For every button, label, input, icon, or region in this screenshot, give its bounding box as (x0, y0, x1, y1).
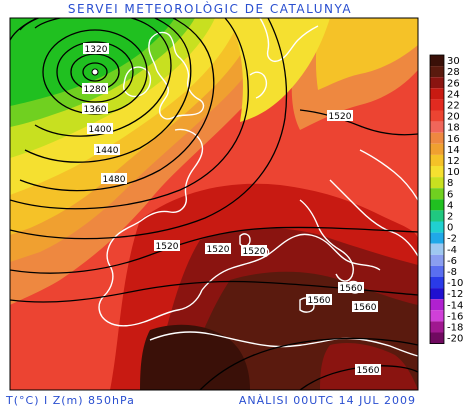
legend-swatch (430, 332, 444, 344)
legend-swatch (430, 288, 444, 300)
legend-label: 24 (447, 89, 460, 100)
legend-swatch (430, 66, 444, 78)
legend-swatch (430, 99, 444, 111)
legend-swatch (430, 299, 444, 311)
legend-swatch (430, 166, 444, 178)
legend-label: 20 (447, 112, 460, 123)
svg-text:1520: 1520 (156, 242, 179, 252)
legend-label: -16 (447, 311, 463, 322)
legend-label: 8 (447, 178, 453, 189)
legend-label: -14 (447, 300, 463, 311)
temperature-legend: 302826242220181614121086420-2-4-6-8-10-1… (429, 54, 463, 345)
footer-variables: T(°C) I Z(m) 850hPa (6, 394, 135, 407)
isohypse-label: 1520 (241, 245, 267, 257)
svg-text:1520: 1520 (207, 245, 230, 255)
legend-swatch (430, 177, 444, 189)
legend-label: -8 (447, 267, 457, 278)
svg-text:1400: 1400 (89, 125, 112, 135)
legend-label: 28 (447, 67, 460, 78)
legend-label: 22 (447, 101, 460, 112)
legend-swatch (430, 77, 444, 89)
legend-label: 14 (447, 145, 460, 156)
legend-label: 12 (447, 156, 460, 167)
isohypse-label: 1440 (94, 144, 120, 156)
legend-label: 4 (447, 200, 453, 211)
legend-frame (429, 54, 445, 345)
isohypse-label: 1280 (82, 83, 108, 95)
legend-swatch (430, 210, 444, 222)
legend-label: -10 (447, 278, 463, 289)
legend-swatch (430, 132, 444, 144)
isohypse-label: 1560 (338, 282, 364, 294)
legend-swatch (430, 243, 444, 255)
footer-analysis-time: ANÀLISI 00UTC 14 JUL 2009 (238, 394, 416, 407)
isohypse-label: 1560 (306, 294, 332, 306)
legend-swatch (430, 254, 444, 266)
svg-text:1320: 1320 (85, 45, 108, 55)
legend-swatch (430, 232, 444, 244)
isohypses (10, 18, 418, 390)
svg-text:1280: 1280 (84, 85, 107, 95)
legend-label: -2 (447, 234, 457, 245)
legend-swatch (430, 310, 444, 322)
svg-text:1360: 1360 (84, 105, 107, 115)
isohypse-label: 1520 (327, 110, 353, 122)
temp-zone-30 (140, 324, 250, 390)
isohypse-label: 1480 (101, 173, 127, 185)
legend-swatch (430, 88, 444, 100)
legend-label: -12 (447, 289, 463, 300)
svg-text:1520: 1520 (329, 112, 352, 122)
legend-swatch (430, 143, 444, 155)
isohypse-label: 1400 (87, 123, 113, 135)
legend-label: 6 (447, 189, 453, 200)
isohypse-label: 1520 (154, 240, 180, 252)
map-frame (9, 17, 419, 391)
legend-label: -6 (447, 256, 457, 267)
svg-text:1560: 1560 (357, 366, 380, 376)
legend-label: 16 (447, 134, 460, 145)
legend-label: 30 (447, 56, 460, 67)
legend-label: -18 (447, 323, 463, 334)
legend-label: 26 (447, 78, 460, 89)
svg-text:1560: 1560 (308, 296, 331, 306)
legend-swatch (430, 188, 444, 200)
legend-swatch (430, 55, 444, 67)
legend-swatch (430, 110, 444, 122)
isohypse-label: 1560 (355, 364, 381, 376)
low-pressure-center-icon (91, 68, 99, 76)
page-title: SERVEI METEOROLÒGIC DE CATALUNYA (67, 2, 353, 16)
svg-text:1560: 1560 (354, 303, 377, 313)
isohypse-label: 1520 (205, 243, 231, 255)
svg-text:1520: 1520 (243, 247, 266, 257)
isohypse-label: 1320 (83, 43, 109, 55)
legend-swatch (430, 277, 444, 289)
legend-swatch (430, 321, 444, 333)
isohypse-label: 1560 (352, 301, 378, 313)
legend-label: -4 (447, 245, 457, 256)
isohypse-label: 1360 (82, 103, 108, 115)
svg-text:1440: 1440 (96, 146, 119, 156)
legend-swatch (430, 121, 444, 133)
temp-zone-4 (10, 18, 175, 106)
map-area: 1320 1280 1360 1400 1440 1480 (10, 18, 418, 390)
legend-label: 10 (447, 167, 460, 178)
isohypse-labels: 1320 1280 1360 1400 1440 1480 (82, 43, 381, 376)
legend-swatch (430, 221, 444, 233)
legend-label: 2 (447, 212, 453, 223)
legend-swatch (430, 199, 444, 211)
legend-swatch (430, 265, 444, 277)
legend-label: -20 (447, 334, 463, 345)
legend-label: 18 (447, 123, 460, 134)
legend-swatch (430, 154, 444, 166)
svg-text:1560: 1560 (340, 284, 363, 294)
legend-label: 0 (447, 223, 453, 234)
svg-text:1480: 1480 (103, 175, 126, 185)
